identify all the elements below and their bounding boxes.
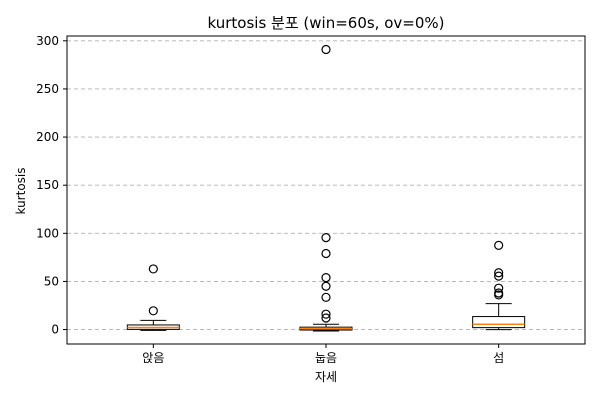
box-series [126,44,526,332]
box-group [299,44,353,332]
y-tick-label: 100 [36,226,59,240]
x-tick-label: 섬 [493,351,504,365]
y-axis: 0 50 100 150 200 250 300 [36,34,67,337]
outlier-point [321,44,331,55]
outlier-point [148,264,158,274]
x-axis: 앉음 눕음 섬 [142,344,504,365]
y-tick-label: 0 [51,323,59,337]
outlier-point [321,313,331,323]
y-tick-label: 250 [36,82,59,96]
outlier-point [321,309,331,319]
outlier-point [321,248,331,259]
outlier-point [494,240,504,250]
x-tick-label: 눕음 [315,351,337,365]
outlier-point [494,268,504,278]
grid-lines [67,40,585,330]
y-tick-label: 200 [36,130,59,144]
x-axis-label: 자세 [315,370,337,384]
outlier-point [321,272,331,283]
outlier-point [321,233,331,243]
box-iqr [472,316,526,329]
outlier-point [494,283,504,293]
outlier-point [321,292,331,302]
outlier-point [494,271,504,281]
chart-title: kurtosis 분포 (win=60s, ov=0%) [208,14,445,32]
plot-frame [66,35,586,345]
box-group [126,264,180,331]
y-tick-label: 150 [36,178,59,192]
outlier-point [321,281,331,291]
outlier-point [148,306,158,316]
outlier-point [494,290,504,300]
y-tick-label: 300 [36,34,59,48]
outlier-point [494,288,504,298]
x-tick-label: 앉음 [142,351,164,365]
box-group [472,240,526,331]
y-axis-label: kurtosis [14,167,28,214]
y-tick-label: 50 [44,274,59,288]
